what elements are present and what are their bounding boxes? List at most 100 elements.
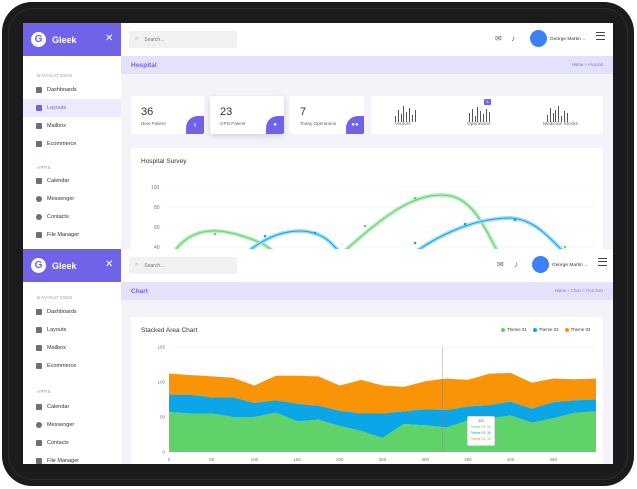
stat-card-new-patient[interactable]: 36 New Patient ⚕ — [131, 96, 204, 134]
spark-label: Operations — [467, 122, 491, 127]
sidebar-item-label: Ecommerce — [47, 141, 77, 147]
sidebar-item-label: Mailbox — [47, 345, 66, 351]
user-name: George Martin — [550, 37, 581, 42]
contact-icon — [36, 214, 42, 220]
brand-header[interactable]: G Gleek ✕ — [23, 249, 121, 282]
hospital-survey-chart: 100 80 60 40 — [151, 185, 596, 249]
sidebar-item-messenger[interactable]: Messenger — [23, 190, 121, 208]
sidebar-item-ecommerce[interactable]: Ecommerce — [23, 135, 121, 153]
search-input[interactable] — [144, 262, 225, 269]
page-title: Chart — [131, 287, 148, 295]
breadcrumb-chart[interactable]: Chart — [570, 288, 581, 293]
legend-item[interactable]: Theme 01 — [501, 327, 527, 332]
page-title: Hospital — [131, 61, 157, 69]
apps-section-title: APPS — [37, 165, 52, 170]
survey-point — [463, 222, 467, 226]
avatar[interactable] — [530, 30, 547, 47]
sidebar-item-messenger[interactable]: Messenger — [23, 416, 121, 434]
search-box[interactable]: ⌕ — [129, 257, 237, 274]
hospital-survey-card: Hospital Survey 100 80 60 40 — [131, 148, 603, 249]
search-icon: ⌕ — [135, 262, 139, 268]
sidebar-item-layouts[interactable]: Layouts — [23, 321, 121, 339]
chart-legend: Theme 01 Theme 02 Theme 03 — [501, 327, 590, 332]
sidebar-item-calendar[interactable]: Calendar — [23, 172, 121, 190]
stat-label: New Patient — [141, 121, 166, 126]
chart-page-screen: G Gleek ✕ NAVIGATIONS Dashboards Layouts… — [23, 249, 613, 464]
bell-icon[interactable]: ♪ — [511, 34, 515, 43]
sidebar-item-label: Contacts — [47, 440, 69, 446]
breadcrumb-current: Hospital — [587, 62, 603, 67]
tooltip-item: Theme 01: 31 — [470, 425, 491, 429]
x-tick-label: 150 — [293, 457, 301, 462]
sidebar-item-file-manager[interactable]: File Manager — [23, 452, 121, 464]
stat-card-today-operations[interactable]: 7 Today Operations ●● — [290, 96, 364, 134]
legend-item[interactable]: Theme 03 — [564, 327, 590, 332]
sidebar-item-label: File Manager — [47, 232, 80, 238]
contact-icon — [36, 440, 42, 446]
sidebar-item-label: Layouts — [47, 327, 67, 333]
calendar-icon — [36, 178, 42, 184]
tooltip-item: Theme 02: 30 — [470, 431, 491, 435]
user-menu[interactable]: George Martin ⌄ — [550, 37, 586, 42]
stat-label: OPD Patient — [220, 121, 246, 126]
area-series-theme-03[interactable] — [169, 372, 596, 414]
sidebar-item-contacts[interactable]: Contacts — [23, 208, 121, 226]
sidebar-item-layouts[interactable]: Layouts — [23, 99, 121, 117]
notification-icon[interactable]: ✉ — [497, 260, 504, 269]
area-series-theme-02[interactable] — [169, 394, 596, 438]
breadcrumb-current: FlotChart — [585, 288, 603, 293]
sidebar-item-ecommerce[interactable]: Ecommerce — [23, 357, 121, 375]
user-icon: ● — [266, 116, 284, 134]
x-tick-label: 100 — [251, 457, 259, 462]
legend-item[interactable]: Theme 02 — [532, 327, 559, 332]
x-tick-label: 0 — [168, 457, 171, 462]
legend-swatch — [564, 327, 569, 332]
folder-icon — [36, 458, 42, 464]
legend-label: Theme 01 — [507, 327, 527, 332]
menu-icon[interactable] — [598, 258, 607, 266]
collapse-sidebar-icon[interactable]: ✕ — [105, 33, 114, 44]
sidebar-item-dashboards[interactable]: Dashboards — [23, 303, 121, 321]
spark-label: Medicine Stocks — [543, 122, 578, 127]
search-box[interactable]: ⌕ — [129, 31, 237, 48]
sidebar-item-calendar[interactable]: Calendar — [23, 398, 121, 416]
sidebar-item-label: Mailbox — [47, 123, 66, 129]
y-tick-label: 100 — [151, 185, 160, 191]
user-plus-icon: ⚕ — [186, 116, 204, 134]
sidebar: G Gleek ✕ NAVIGATIONS Dashboards Layouts… — [23, 249, 121, 464]
spark-label: Visitors — [395, 122, 411, 127]
collapse-sidebar-icon[interactable]: ✕ — [105, 259, 114, 270]
mail-icon — [36, 345, 42, 351]
sidebar-item-label: Layouts — [47, 105, 67, 111]
notification-icon[interactable]: ✉ — [495, 34, 502, 43]
breadcrumb-home[interactable]: Home — [554, 288, 566, 293]
sidebar-item-file-manager[interactable]: File Manager — [23, 226, 121, 244]
chevron-down-icon: ⌄ — [584, 263, 589, 268]
tooltip-x: 320 — [478, 419, 484, 423]
sidebar-item-mailbox[interactable]: Mailbox — [23, 339, 121, 357]
avatar[interactable] — [532, 256, 549, 273]
menu-icon[interactable] — [596, 32, 605, 40]
grid-icon — [36, 309, 42, 315]
legend-label: Theme 02 — [538, 327, 559, 332]
sidebar-item-mailbox[interactable]: Mailbox — [23, 117, 121, 135]
app-name: Gleek — [52, 34, 77, 45]
search-input[interactable] — [144, 36, 225, 43]
bell-icon[interactable]: ♪ — [514, 260, 518, 269]
app-logo: G — [31, 258, 46, 273]
y-tick-label: 100 — [157, 380, 165, 385]
sidebar-item-contacts[interactable]: Contacts — [23, 434, 121, 452]
y-tick-label: 40 — [154, 245, 160, 249]
tooltip-item: Theme 03: 45 — [470, 437, 491, 441]
y-tick-label: 0 — [162, 450, 165, 455]
breadcrumb-home[interactable]: Home — [571, 62, 584, 67]
stacked-area-chart[interactable]: 0 50 100 150 0 50 100 150 200 250 300 350 400 450 — [131, 317, 603, 464]
user-menu[interactable]: George Martin ⌄ — [552, 263, 588, 268]
stat-card-opd-patient[interactable]: 23 OPD Patient ● — [210, 96, 284, 134]
apps-section-title: APPS — [37, 389, 52, 394]
sidebar-item-dashboards[interactable]: Dashboards — [23, 81, 121, 99]
y-tick-label: 80 — [154, 205, 160, 211]
y-tick-label: 150 — [157, 345, 165, 350]
brand-header[interactable]: G Gleek ✕ — [23, 23, 121, 56]
survey-point — [313, 231, 317, 235]
